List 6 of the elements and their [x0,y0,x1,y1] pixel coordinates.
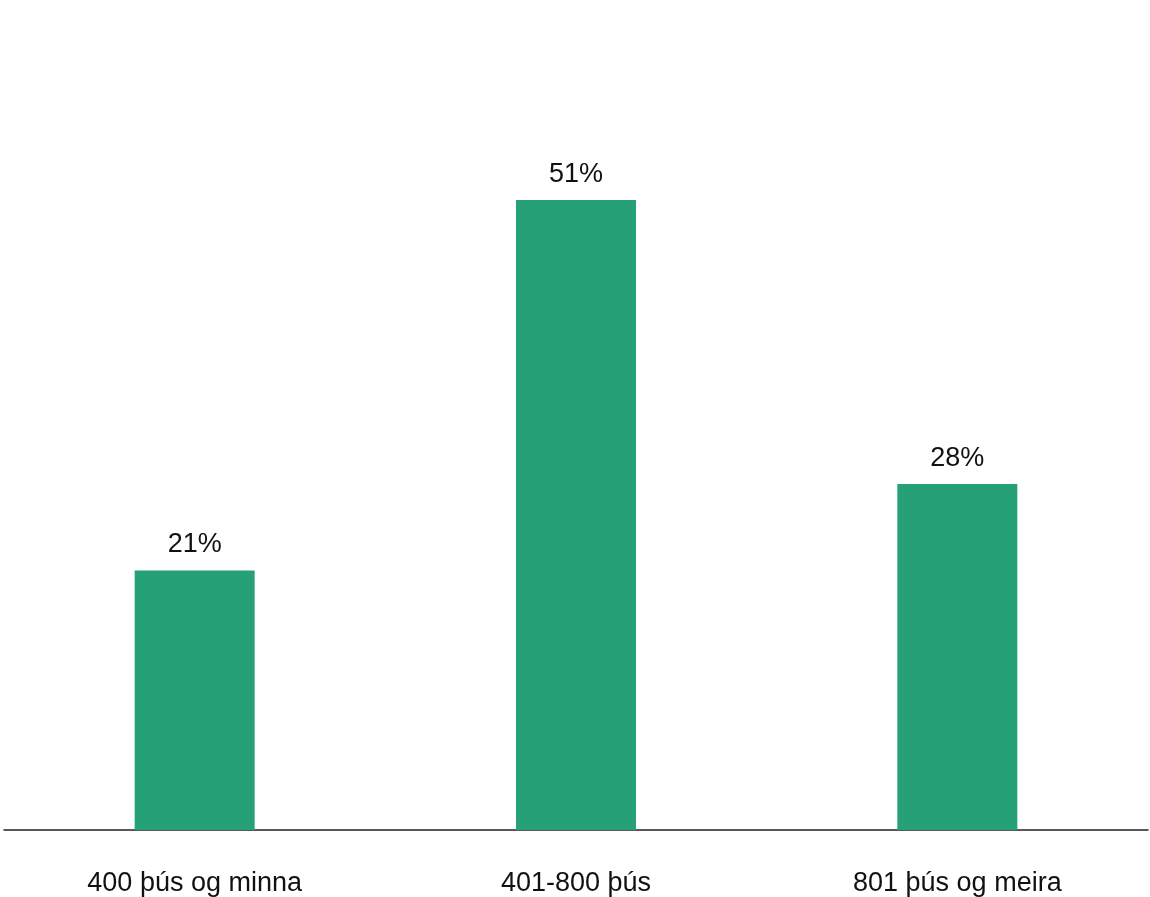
x-tick-label: 401-800 þús [500,866,652,897]
x-tick-label: 801 þús og meira [853,866,1063,897]
data-label: 28% [930,441,985,472]
x-tick-label: 400 þús og minna [87,866,303,897]
data-label: 21% [167,528,222,559]
data-label: 51% [548,157,604,188]
